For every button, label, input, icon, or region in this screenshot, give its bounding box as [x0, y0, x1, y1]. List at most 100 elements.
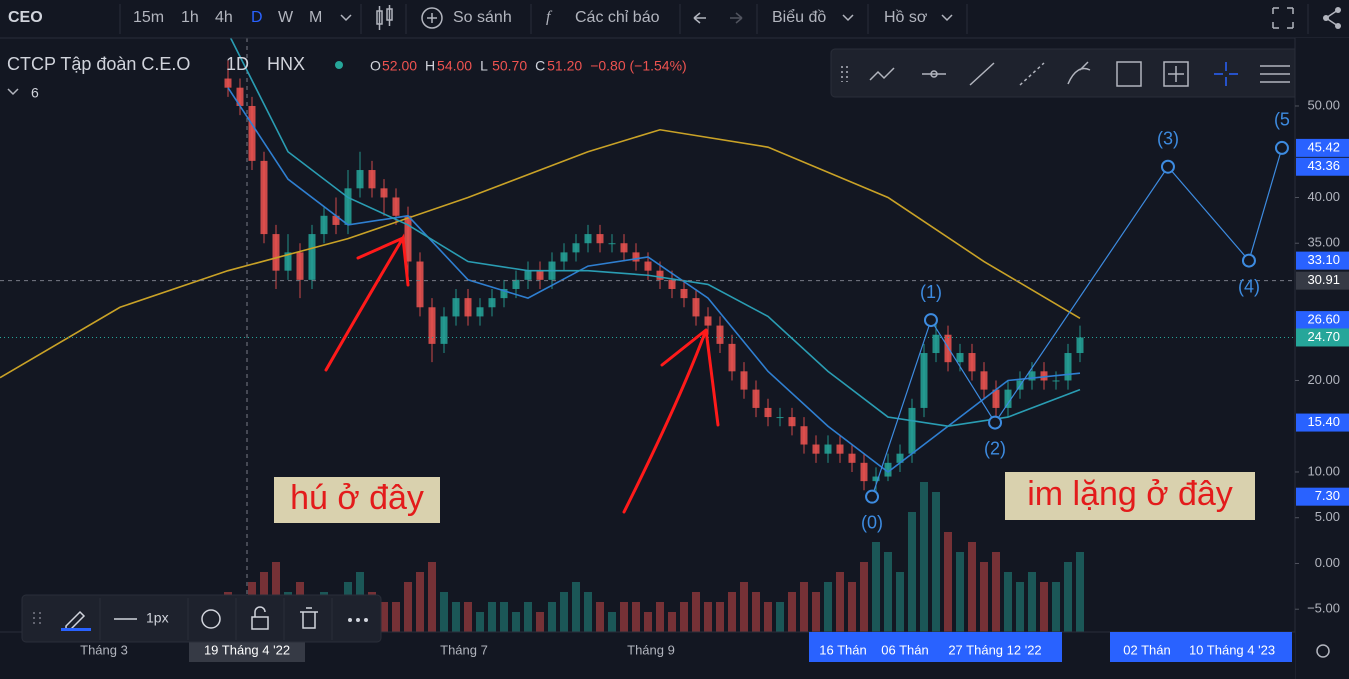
wave-point[interactable] [1274, 140, 1289, 155]
candle-body [716, 325, 724, 344]
share-icon[interactable] [1323, 7, 1341, 29]
wave-point[interactable] [1241, 253, 1256, 268]
indicators-icon[interactable]: f [546, 9, 553, 26]
volume-bar [956, 552, 964, 632]
candle-body [260, 160, 268, 235]
interval[interactable]: 4h [215, 9, 233, 26]
compare-icon-plus [427, 13, 437, 23]
tool-hline-dot [930, 70, 938, 78]
candle-body [308, 234, 316, 280]
candle-body [920, 353, 928, 408]
volume-bar [800, 582, 808, 632]
annotation-box [274, 477, 440, 523]
tool-range[interactable] [1163, 61, 1189, 87]
volume-bar [1040, 582, 1048, 632]
compare-button[interactable]: So sánh [453, 9, 512, 26]
candle-body [908, 407, 916, 454]
volume-bar [644, 612, 652, 632]
price-label: 43.36 [1307, 158, 1340, 173]
lock-button[interactable] [251, 606, 269, 630]
wave-point[interactable] [923, 313, 938, 328]
candle-body [452, 298, 460, 317]
dropdown-icon [842, 14, 854, 22]
drawing-tools-bar [830, 48, 1349, 98]
candle-body [392, 197, 400, 216]
candle-body [536, 270, 544, 280]
moving-average [227, 32, 1081, 428]
y-tick-label: 0.00 [1315, 555, 1340, 570]
undo-icon[interactable] [693, 12, 706, 24]
tool-line[interactable] [969, 62, 995, 86]
candle-body [884, 462, 892, 477]
candle-body [1028, 371, 1036, 381]
interval[interactable]: 1h [181, 9, 199, 26]
wave-point[interactable] [865, 489, 880, 504]
wave-point[interactable] [1160, 159, 1175, 174]
candle-body [824, 444, 832, 454]
candle-body [332, 215, 340, 225]
settings-icon[interactable] [1316, 644, 1330, 658]
redo-icon[interactable] [730, 12, 743, 24]
range-highlight [809, 632, 1062, 662]
candle-body [320, 215, 328, 235]
annotation[interactable]: im lặng ở đây [1027, 475, 1233, 513]
price-label-box [1296, 271, 1349, 290]
symbol[interactable]: CEO [8, 9, 43, 26]
compare-icon[interactable] [421, 7, 443, 29]
volume-bar [536, 612, 544, 632]
profile-menu[interactable]: Hồ sơ [884, 9, 928, 26]
legend-exchange: HNX [267, 54, 305, 74]
fullscreen-icon[interactable] [1272, 7, 1294, 29]
interval[interactable]: W [278, 9, 294, 26]
volume-bar [812, 592, 820, 632]
volume-bar [920, 482, 928, 632]
tool-brush[interactable] [1067, 61, 1091, 85]
volume-bar [968, 542, 976, 632]
volume-bar [464, 602, 472, 632]
candle-body [776, 417, 784, 419]
chart-menu[interactable]: Biểu đồ [772, 8, 826, 26]
legend-ohlc: O 52.00 H 54.00 L 50.70 C 51.20 −0.80 (−1.54%) [370, 58, 687, 74]
more-button[interactable] [348, 618, 368, 622]
candle-body [476, 307, 484, 317]
candle-body [764, 407, 772, 418]
drag-handle[interactable] [33, 612, 41, 626]
volume-bar [740, 582, 748, 632]
ohlc-value: 51.20 [547, 58, 582, 74]
wave-point[interactable] [988, 415, 1003, 430]
volume-bar [860, 562, 868, 632]
tool-fib[interactable] [1260, 65, 1290, 83]
collapse-icon[interactable] [7, 88, 19, 96]
indicator-count[interactable]: 6 [31, 85, 39, 101]
indicators-button[interactable]: Các chỉ báo [575, 9, 660, 26]
ohlc-value: 54.00 [437, 58, 472, 74]
tool-crosshair[interactable] [1214, 62, 1238, 86]
volume-bar [848, 582, 856, 632]
tool-rect[interactable] [1116, 61, 1142, 87]
candle-body [680, 288, 688, 299]
candle-body [752, 389, 760, 408]
delete-button[interactable] [300, 607, 318, 629]
interval[interactable]: 15m [133, 9, 164, 26]
candle-body [248, 105, 256, 161]
dropdown-icon[interactable] [340, 14, 352, 22]
price-axis-labels: 50.00 40.00 35.00 20.00 10.00 5.00 0.00 −5.00 45… [1295, 97, 1349, 616]
settings-button[interactable] [201, 609, 221, 629]
wave-label: (2) [984, 438, 1006, 458]
candle-body [1004, 389, 1012, 408]
candle-body [416, 261, 424, 308]
interval[interactable]: M [309, 9, 322, 26]
candle-body [1076, 337, 1084, 354]
ohlc-value: 52.00 [382, 58, 417, 74]
annotation[interactable]: hú ở đây [290, 479, 424, 517]
line-width[interactable]: 1px [146, 610, 169, 626]
chart-type-icon[interactable] [376, 5, 393, 30]
candle-body [524, 270, 532, 280]
candle-body [812, 444, 820, 454]
candle-body [704, 316, 712, 326]
price-label: 45.42 [1307, 139, 1340, 154]
interval[interactable]: D [251, 9, 263, 26]
tool-trend[interactable] [869, 67, 895, 81]
